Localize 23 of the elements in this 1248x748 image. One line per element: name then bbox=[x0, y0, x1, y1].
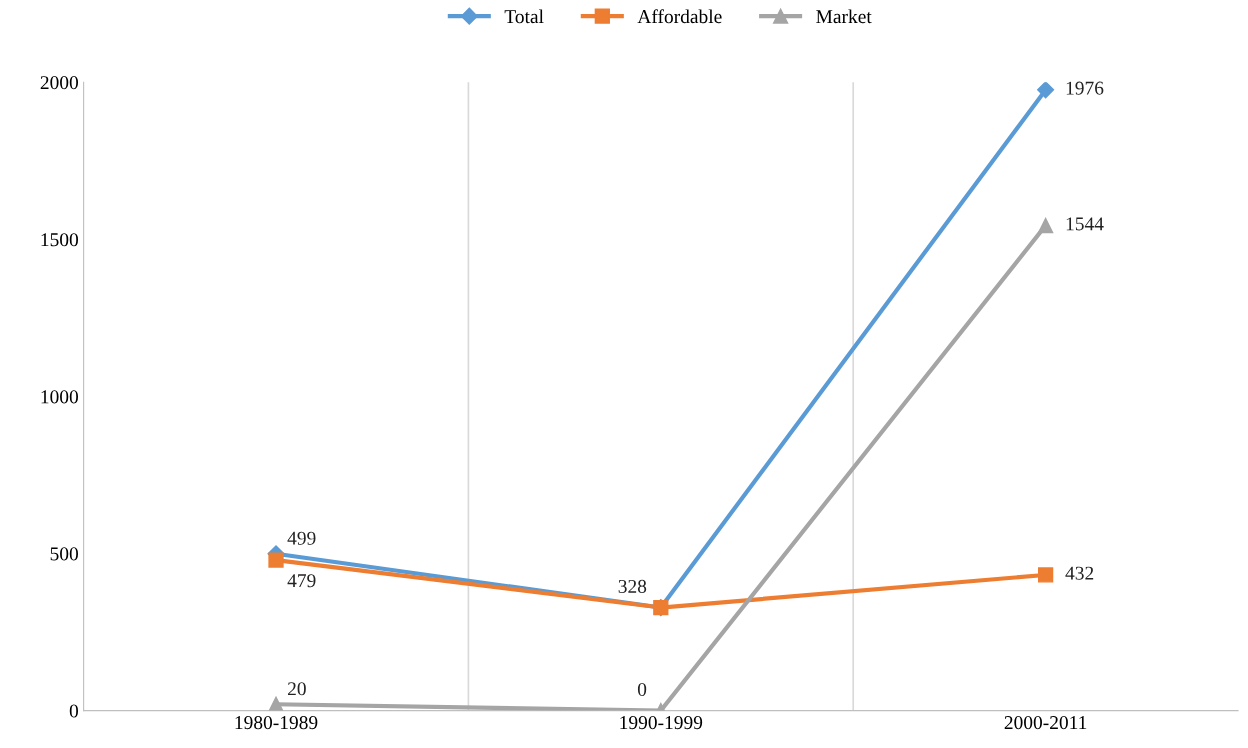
point bbox=[1037, 567, 1054, 583]
point bbox=[268, 552, 284, 568]
y-tick-label: 2000 bbox=[40, 76, 79, 90]
x-tick-label: 1990-1999 bbox=[620, 716, 703, 730]
legend-label: Affordable bbox=[637, 9, 722, 24]
legend-label: Total bbox=[504, 9, 544, 24]
y-tick-label: 0 bbox=[69, 704, 79, 718]
data-label: 1544 bbox=[1066, 217, 1104, 231]
y-tick-label: 500 bbox=[50, 547, 79, 561]
data-label: 20 bbox=[287, 682, 306, 696]
data-label: 328 bbox=[618, 579, 647, 593]
data-label: 432 bbox=[1065, 566, 1094, 580]
data-label: 499 bbox=[287, 531, 316, 545]
y-tick-label: 1500 bbox=[41, 233, 79, 247]
data-label: 0 bbox=[637, 682, 647, 697]
x-tick-label: 2000-2011 bbox=[1004, 716, 1087, 730]
data-label: 479 bbox=[287, 574, 316, 588]
x-tick-label: 1980-1989 bbox=[235, 716, 318, 730]
point bbox=[1037, 217, 1054, 234]
y-tick-label: 1000 bbox=[41, 390, 79, 404]
data-label: 1976 bbox=[1066, 81, 1104, 95]
legend-label: Market bbox=[816, 9, 872, 24]
point bbox=[1037, 82, 1055, 99]
